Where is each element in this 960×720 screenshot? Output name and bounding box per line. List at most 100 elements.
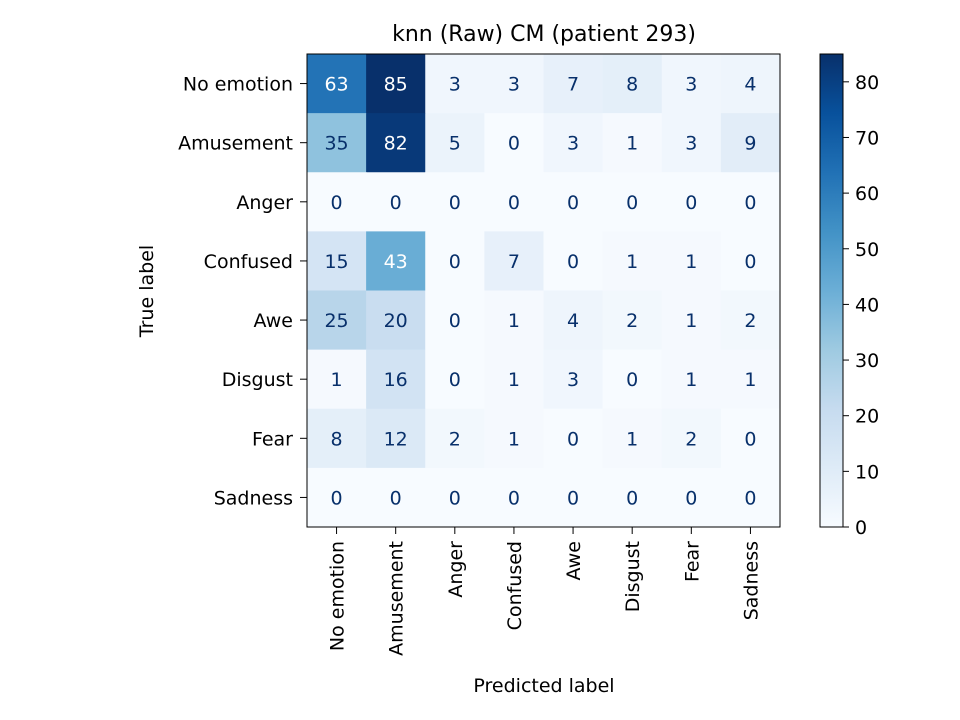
heatmap-cell [425,54,485,114]
y-tick-label: No emotion [183,74,293,96]
heatmap-cell [307,408,367,469]
heatmap-cell [720,54,781,114]
cell-value-label: 0 [685,487,697,509]
colorbar-tick-label: 10 [855,461,879,483]
cell-value-label: 1 [508,428,520,450]
cell-value-label: 3 [685,133,697,155]
y-axis-ticks: No emotion Amusement Anger Confused Awe Disgu… [178,74,307,509]
cell-value-label: 0 [626,487,638,509]
cell-value-label: 0 [744,251,756,273]
cell-value-label: 63 [324,74,348,96]
x-tick-label: Confused [504,541,526,630]
cell-value-label: 0 [567,192,579,214]
cell-value-label: 16 [384,369,408,391]
heatmap-cell [661,172,722,232]
heatmap-cell [366,54,426,114]
cell-value-label: 0 [331,192,343,214]
colorbar-tick-label: 0 [855,517,867,539]
cell-value-label: 0 [508,133,520,155]
cell-value-label: 7 [508,251,520,273]
heatmap-cell [307,54,367,114]
heatmap-cell [484,231,544,291]
heatmap-cell [307,290,367,351]
cell-value-label: 0 [449,369,461,391]
heatmap-cell [425,113,485,173]
heatmap-cell [484,290,544,351]
cell-value-label: 0 [390,487,402,509]
heatmap-cell [602,172,663,232]
cell-value-label: 0 [626,192,638,214]
cell-value-label: 20 [384,310,408,332]
cell-value-label: 0 [744,487,756,509]
heatmap-cell [720,408,781,469]
heatmap-cell [720,231,781,291]
heatmap-cell [425,290,485,351]
heatmap-cell [602,113,663,173]
heatmap-cell [484,113,544,173]
cell-value-label: 1 [331,369,343,391]
heatmap-cell [720,172,781,232]
cell-value-label: 85 [384,74,408,96]
heatmap-cell [543,231,604,291]
heatmap-cell [307,113,367,173]
heatmap-cell [484,408,544,469]
cell-value-label: 3 [567,133,579,155]
cell-value-label: 9 [744,133,756,155]
heatmap-cell [484,349,544,410]
x-tick-label: No emotion [327,541,349,651]
heatmap-cell [484,172,544,232]
heatmap-cell [484,54,544,114]
cell-value-label: 0 [508,487,520,509]
heatmap-cells [307,54,781,528]
cell-value-label: 82 [384,133,408,155]
colorbar-tick-label: 60 [855,183,879,205]
heatmap-cell [602,290,663,351]
heatmap-cell [543,349,604,410]
cell-value-label: 8 [331,428,343,450]
heatmap-cell [425,231,485,291]
cell-value-label: 25 [324,310,348,332]
colorbar [819,53,844,528]
heatmap-cell [366,113,426,173]
heatmap-cell [543,290,604,351]
heatmap-cell [602,467,663,528]
x-tick-label: Anger [445,541,467,598]
cell-value-label: 3 [508,74,520,96]
cell-value-label: 1 [685,369,697,391]
cell-value-label: 1 [508,369,520,391]
cell-value-label: 0 [508,192,520,214]
y-tick-label: Confused [204,251,293,273]
cell-value-label: 1 [626,251,638,273]
heatmap-cell [543,172,604,232]
heatmap-cell [484,467,544,528]
y-tick-label: Fear [252,428,293,450]
cell-value-label: 43 [384,251,408,273]
heatmap-cell [307,349,367,410]
x-tick-label: Fear [681,541,703,582]
heatmap-cell [307,467,367,528]
y-tick-label: Awe [254,310,293,332]
y-tick-label: Sadness [214,487,293,509]
heatmap-cell [425,408,485,469]
heatmap-cell [366,349,426,410]
y-tick-label: Anger [236,192,293,214]
cell-value-label: 0 [626,369,638,391]
heatmap-cell [661,349,722,410]
cell-value-label: 5 [449,133,461,155]
cell-value-label: 0 [449,192,461,214]
heatmap-cell [661,290,722,351]
cell-value-label: 0 [744,428,756,450]
colorbar-tick-label: 50 [855,239,879,261]
cell-value-label: 2 [685,428,697,450]
cell-value-label: 35 [324,133,348,155]
heatmap-cell [425,172,485,232]
y-tick-label: Amusement [178,133,293,155]
cell-value-label: 1 [626,133,638,155]
cell-value-label: 7 [567,74,579,96]
heatmap-cell [366,408,426,469]
cell-value-label: 1 [744,369,756,391]
colorbar-tick-label: 40 [855,294,879,316]
colorbar-tick-label: 70 [855,127,879,149]
cell-value-label: 0 [567,251,579,273]
